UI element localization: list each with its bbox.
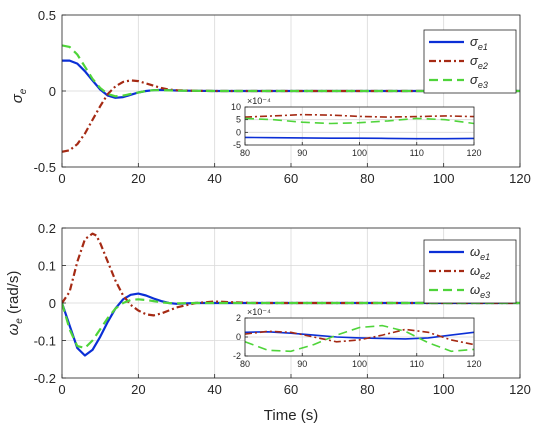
sigma-inset-y-tick-label: 5 xyxy=(236,115,241,125)
omega-inset-series-1-line xyxy=(245,331,474,340)
omega-x-tick-label: 20 xyxy=(131,382,145,397)
omega-inset-y-tick-label: 2 xyxy=(236,313,241,323)
omega-inset-exponent-label: ×10⁻⁴ xyxy=(247,307,271,317)
omega-y-tick-label: 0 xyxy=(49,296,56,311)
sigma-y-tick-label: 0.5 xyxy=(38,8,56,23)
omega-x-tick-label: 80 xyxy=(360,382,374,397)
sigma-x-tick-label: 20 xyxy=(131,171,145,186)
sigma-inset-y-tick-label: -5 xyxy=(233,140,241,150)
sigma-inset-exponent-label: ×10⁻⁴ xyxy=(247,96,271,106)
sigma-series-3-line xyxy=(62,44,520,98)
sigma-inset-x-tick-label: 100 xyxy=(352,148,367,158)
omega-series-3-line xyxy=(62,298,520,350)
omega-inset-series-2-line xyxy=(245,328,474,346)
sigma-y-tick-label: -0.5 xyxy=(34,160,56,175)
omega-y-tick-label: -0.2 xyxy=(34,371,56,386)
sigma-inset-y-tick-label: 0 xyxy=(236,127,241,137)
omega-inset-x-tick-label: 80 xyxy=(240,359,250,369)
omega-inset-x-tick-label: 100 xyxy=(352,359,367,369)
omega-inset-x-tick-label: 110 xyxy=(410,359,424,369)
omega-y-tick-label: -0.1 xyxy=(34,334,56,349)
omega-x-tick-label: 0 xyxy=(58,382,65,397)
omega-inset-y-tick-label: -2 xyxy=(233,351,241,361)
sigma-x-tick-label: 100 xyxy=(433,171,455,186)
sigma-inset-series-1-line xyxy=(245,136,474,140)
sigma-inset-series-2-line xyxy=(245,113,474,118)
sigma-inset-y-tick-label: 10 xyxy=(231,102,241,112)
sigma-x-tick-label: 40 xyxy=(207,171,221,186)
sigma-series-2-line xyxy=(62,79,520,153)
sigma-y-tick-label: 0 xyxy=(49,84,56,99)
sigma-x-tick-label: 80 xyxy=(360,171,374,186)
omega-series-group xyxy=(62,232,520,357)
sigma-x-tick-label: 60 xyxy=(284,171,298,186)
sigma-y-axis-label: σe xyxy=(9,88,29,103)
sigma-x-tick-label: 120 xyxy=(509,171,531,186)
sigma-inset-series-group xyxy=(245,113,474,140)
sigma-inset-x-tick-label: 80 xyxy=(240,148,250,158)
omega-y-axis-label: ωe (rad/s) xyxy=(5,271,25,336)
omega-inset-series-group xyxy=(245,324,474,353)
omega-x-axis-label: Time (s) xyxy=(264,407,318,424)
sigma-inset-series-3-line xyxy=(245,117,474,125)
omega-x-tick-label: 60 xyxy=(284,382,298,397)
omega-x-tick-label: 100 xyxy=(433,382,455,397)
omega-inset-x-tick-label: 120 xyxy=(466,359,481,369)
sigma-inset-x-tick-label: 110 xyxy=(410,148,424,158)
sigma-inset-x-tick-label: 90 xyxy=(297,148,307,158)
sigma-series-group xyxy=(62,44,520,153)
omega-inset-y-tick-label: 0 xyxy=(236,332,241,342)
omega-inset-series-3-line xyxy=(245,324,474,353)
sigma-x-tick-label: 0 xyxy=(58,171,65,186)
sigma-inset-x-tick-label: 120 xyxy=(466,148,481,158)
omega-x-tick-label: 120 xyxy=(509,382,531,397)
omega-y-tick-label: 0.1 xyxy=(38,259,56,274)
omega-inset-x-tick-label: 90 xyxy=(297,359,307,369)
omega-x-tick-label: 40 xyxy=(207,382,221,397)
omega-y-tick-label: 0.2 xyxy=(38,221,56,236)
